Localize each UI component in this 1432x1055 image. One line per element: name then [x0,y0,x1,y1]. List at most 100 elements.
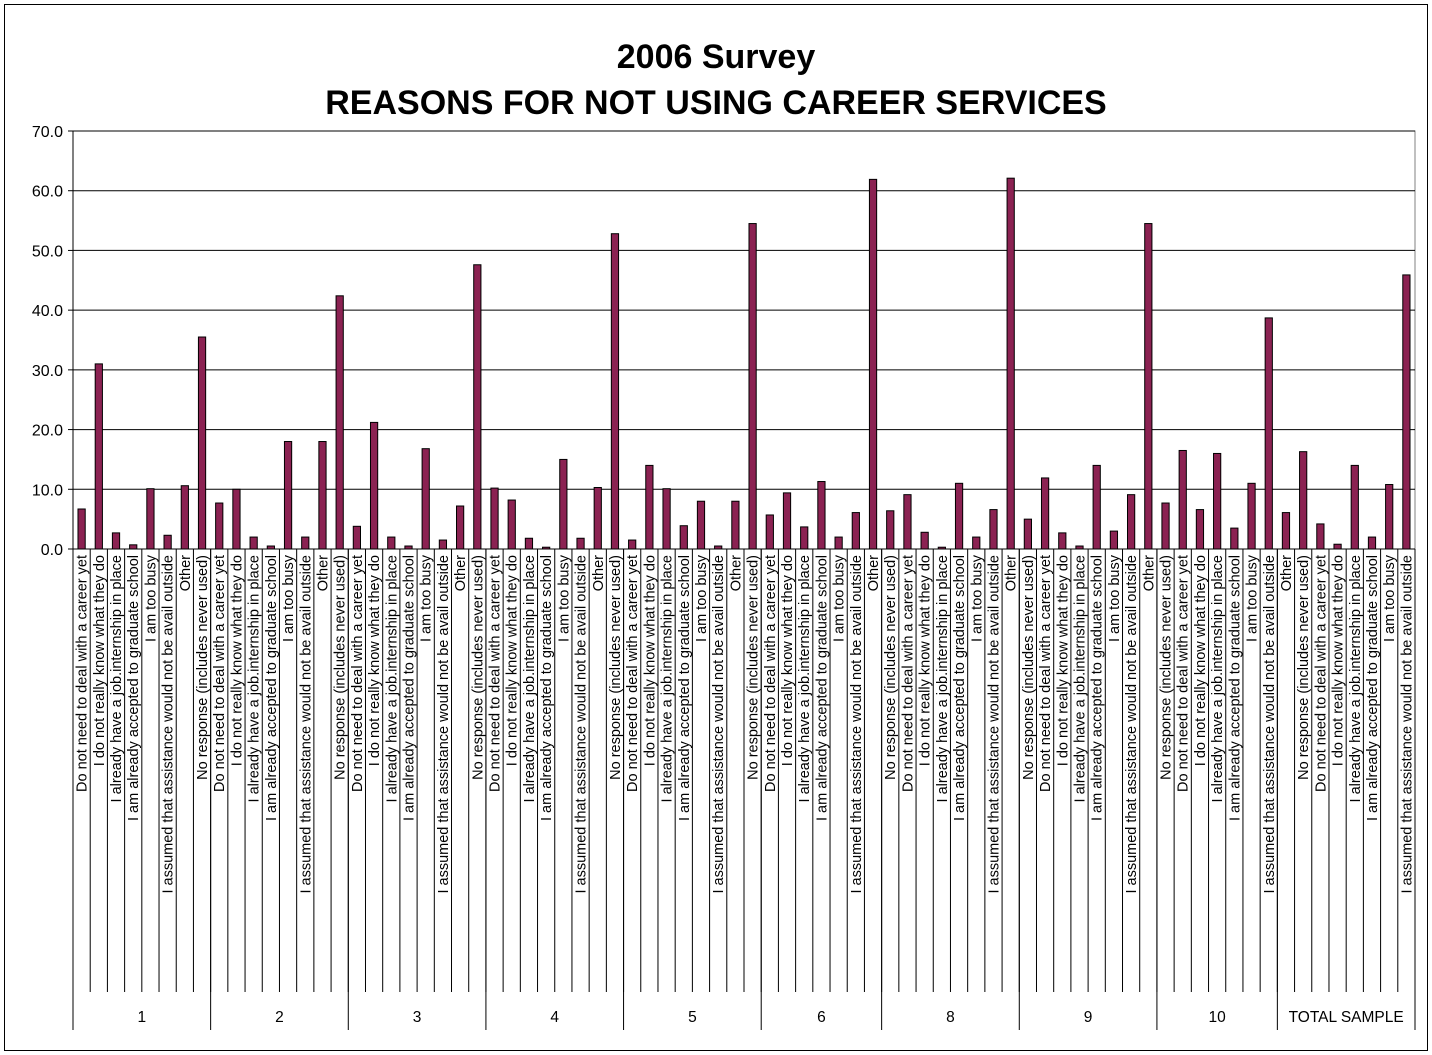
y-tick-label: 40.0 [32,303,63,320]
bar [903,494,912,550]
y-tick-label: 0.0 [41,542,63,559]
bar [77,508,86,550]
category-label: I do not really know what they do [92,555,108,766]
bar [576,537,585,550]
bar [1127,494,1136,550]
bar [834,536,843,550]
category-label: No response (includes never used) [470,555,486,780]
category-label: No response (includes never used) [195,555,211,780]
category-label: No response (includes never used) [883,555,899,780]
category-label: Other [178,555,194,591]
y-tick-label: 60.0 [32,184,63,201]
y-tick-label: 30.0 [32,363,63,380]
group-label: 3 [413,1009,422,1026]
category-label: I do not really know what they do [918,555,934,766]
bar [1006,177,1015,550]
category-label: I do not really know what they do [1193,555,1209,766]
bar [1350,464,1359,550]
bar [1281,512,1291,550]
category-label: I assumed that assistance would not be a… [1124,555,1140,894]
group-label: 10 [1209,1009,1227,1026]
category-label: I assumed that assistance would not be a… [711,555,727,894]
category-label: No response (includes never used) [608,555,624,780]
bar [1367,536,1377,550]
category-label: No response (includes never used) [1296,555,1312,780]
category-label: I do not really know what they do [229,555,245,766]
category-label: I am already accepted to graduate school [952,555,968,821]
chart-title-line-1: 2006 Survey [616,38,816,76]
category-label: I do not really know what they do [1331,555,1347,766]
bar [1178,449,1187,550]
category-label: I already have a job.internship in place [1210,555,1226,802]
bar [1058,532,1067,550]
bar [490,487,499,550]
bar [1402,274,1411,550]
category-label: Do not need to deal with a career yet [212,555,228,792]
category-label: I already have a job.internship in place [1073,555,1089,802]
category-label: I am already accepted to graduate school [402,555,418,821]
bar [507,499,516,550]
category-label: I already have a job.internship in place [660,555,676,802]
category-label: I am too busy [556,554,572,642]
bar [559,458,568,550]
category-label: I already have a job.internship in place [384,555,400,802]
category-label: I assumed that assistance would not be a… [436,555,452,894]
category-label: I am already accepted to graduate school [539,555,555,821]
category-labels: Do not need to deal with a career yet I d… [72,549,1416,1030]
bar [731,500,740,550]
bar [954,482,964,550]
bar [197,336,207,550]
category-label: Other [315,555,331,591]
category-label: I assumed that assistance would not be a… [298,555,314,894]
bar [1230,527,1239,550]
bar [146,488,155,550]
bar [696,500,706,550]
bar [111,532,121,550]
bar [782,492,792,550]
bars [77,177,1411,550]
category-label: I do not really know what they do [367,555,383,766]
category-label: I do not really know what they do [642,555,658,766]
category-label: Do not need to deal with a career yet [1176,555,1192,792]
category-label: Other [1279,555,1295,591]
category-label: Other [1141,555,1157,591]
bar [765,514,774,550]
bar [1299,451,1308,550]
category-label: Do not need to deal with a career yet [763,555,779,792]
bar [387,536,396,550]
category-label: I already have a job.internship in place [109,555,125,802]
group-label: 4 [550,1009,559,1026]
category-label: No response (includes never used) [333,555,349,780]
category-label: I am already accepted to graduate school [1365,555,1381,821]
category-label: Do not need to deal with a career yet [488,555,504,792]
group-label: 5 [688,1009,697,1026]
bar [283,441,293,550]
bar [335,295,344,550]
category-label: I am too busy [419,554,435,642]
category-label: I assumed that assistance would not be a… [1399,555,1415,894]
category-label: I already have a job.internship in place [797,555,813,802]
category-label: I am already accepted to graduate school [1090,555,1106,821]
category-label: I assumed that assistance would not be a… [161,555,177,894]
category-label: I am too busy [281,554,297,642]
bar [1333,543,1342,550]
y-tick-label: 70.0 [32,124,63,141]
bar [989,509,998,550]
category-label: I assumed that assistance would not be a… [986,555,1002,894]
bar [473,264,482,550]
category-label: I am already accepted to graduate school [264,555,280,821]
category-label: I am too busy [1382,554,1398,642]
bar [1144,223,1153,550]
bar [593,486,602,550]
bar [438,539,448,550]
bar [318,441,327,550]
bar [886,510,895,550]
category-label: I do not really know what they do [780,555,796,766]
category-label: I am already accepted to graduate school [814,555,830,821]
category-label: I assumed that assistance would not be a… [574,555,590,894]
bar [1247,482,1256,550]
category-label: I already have a job.internship in place [247,555,263,802]
category-label: I am too busy [694,554,710,642]
category-label: Do not need to deal with a career yet [1313,555,1329,792]
